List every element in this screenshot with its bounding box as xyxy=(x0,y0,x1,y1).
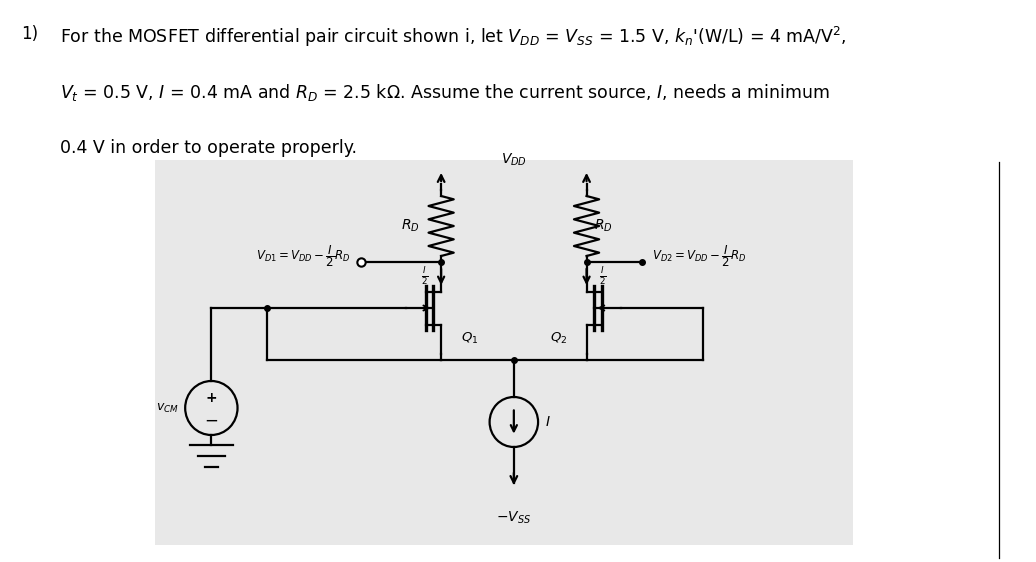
Text: $R_D$: $R_D$ xyxy=(595,218,613,234)
Text: For the MOSFET differential pair circuit shown i, let $V_{DD}$ = $V_{SS}$ = 1.5 : For the MOSFET differential pair circuit… xyxy=(60,25,846,49)
Text: $Q_2$: $Q_2$ xyxy=(550,330,567,346)
Text: $V_{DD}$: $V_{DD}$ xyxy=(500,152,527,168)
Text: $\frac{I}{2}$: $\frac{I}{2}$ xyxy=(599,265,607,287)
Text: $v_{CM}$: $v_{CM}$ xyxy=(155,401,178,415)
Text: 0.4 V in order to operate properly.: 0.4 V in order to operate properly. xyxy=(60,139,357,157)
Text: +: + xyxy=(205,391,218,405)
Text: $R_D$: $R_D$ xyxy=(401,218,420,234)
Text: $I$: $I$ xyxy=(545,415,550,429)
Text: $\frac{I}{2}$: $\frac{I}{2}$ xyxy=(421,265,429,287)
Text: $V_t$ = 0.5 V, $I$ = 0.4 mA and $R_D$ = 2.5 k$\Omega$. Assume the current source: $V_t$ = 0.5 V, $I$ = 0.4 mA and $R_D$ = … xyxy=(60,82,830,103)
Text: −: − xyxy=(204,412,219,430)
Text: 1): 1) xyxy=(22,25,38,43)
Bar xyxy=(155,160,854,545)
Text: $V_{D2} = V_{DD} - \dfrac{I}{2}R_D$: $V_{D2} = V_{DD} - \dfrac{I}{2}R_D$ xyxy=(652,243,746,269)
Text: $-V_{SS}$: $-V_{SS}$ xyxy=(496,510,531,527)
Text: $V_{D1} = V_{DD} - \dfrac{I}{2}R_D$: $V_{D1} = V_{DD} - \dfrac{I}{2}R_D$ xyxy=(256,243,351,269)
Text: $Q_1$: $Q_1$ xyxy=(461,330,478,346)
